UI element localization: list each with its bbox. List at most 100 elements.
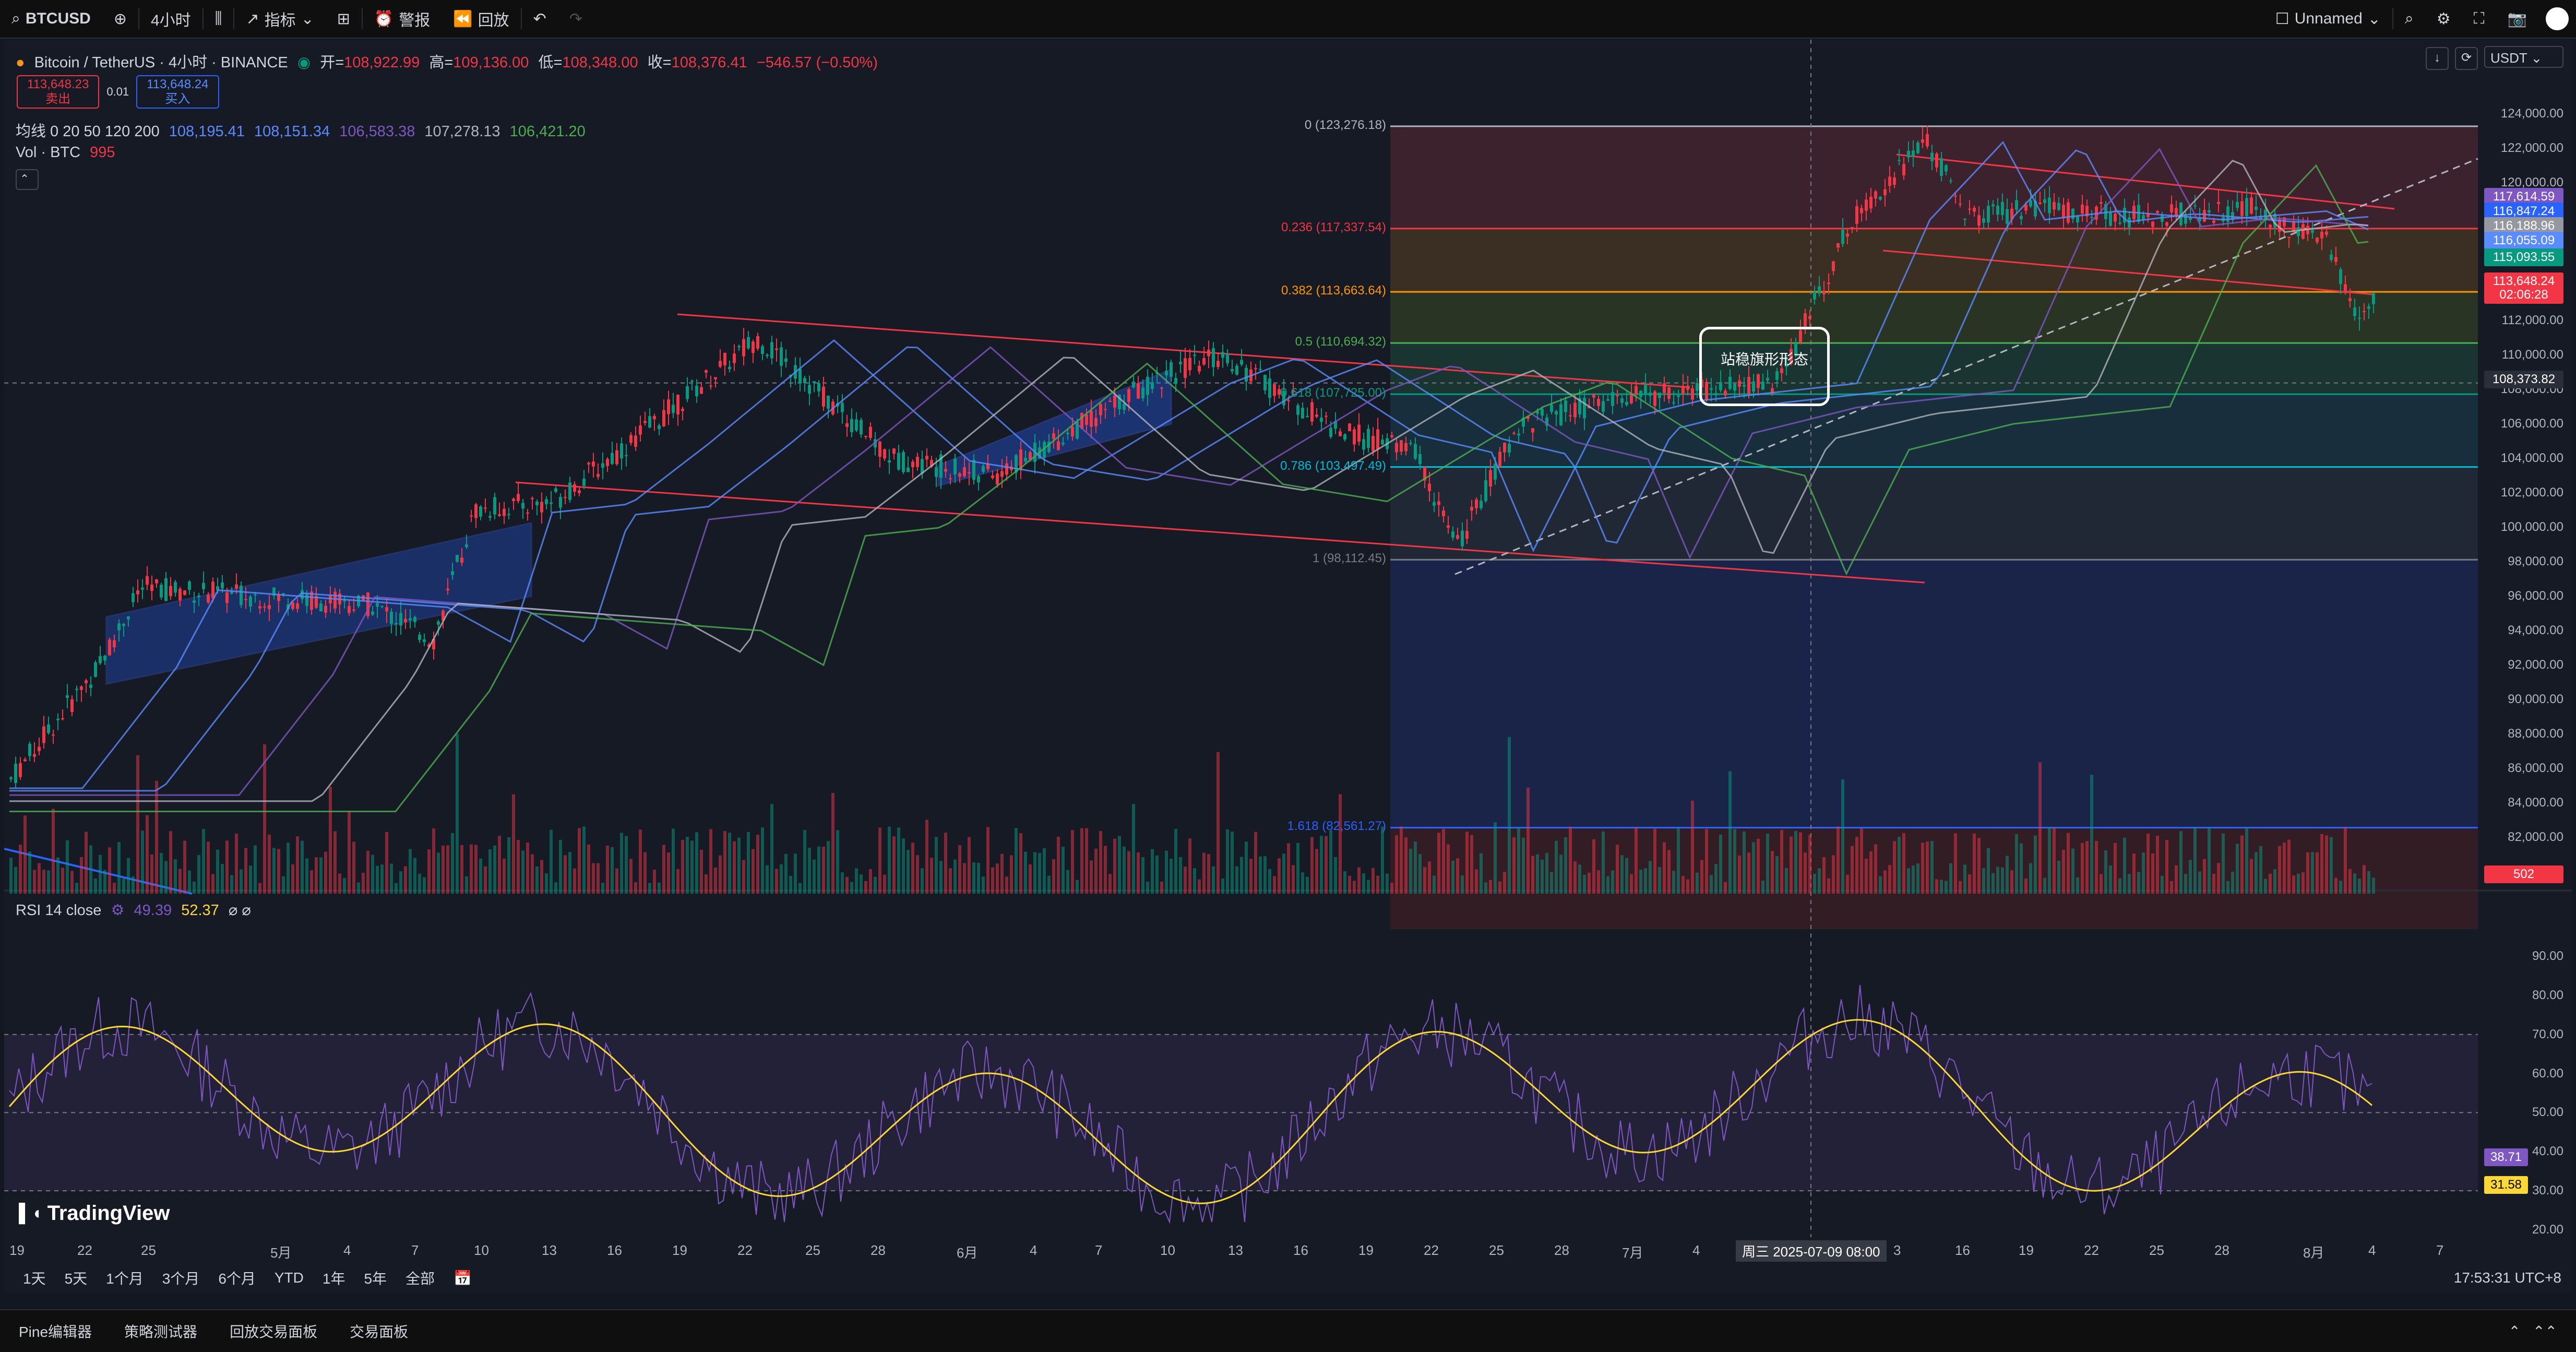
range-button[interactable]: 5年 <box>364 1271 387 1287</box>
range-button[interactable]: 1个月 <box>106 1271 144 1287</box>
scale-down-button[interactable]: ↓ <box>2426 47 2449 70</box>
candle-body <box>1630 394 1633 404</box>
candle-body <box>1367 429 1370 448</box>
calendar-icon[interactable]: 📅 <box>454 1270 472 1286</box>
collapse-panel-icon[interactable]: ⌃ <box>2508 1323 2521 1339</box>
volume-bar <box>798 883 802 894</box>
candle-body <box>1935 153 1938 168</box>
tab-replay-trading[interactable]: 回放交易面板 <box>230 1324 318 1340</box>
candle-body <box>1592 394 1595 398</box>
volume-bar <box>2353 873 2356 894</box>
moving-average-line <box>9 160 2369 802</box>
brand-name: TradingView <box>47 1202 170 1225</box>
candle-body <box>1945 165 1948 172</box>
volume-bar <box>1794 831 1797 894</box>
scale-settings-button[interactable]: ⟳ <box>2455 47 2478 70</box>
volume-bar <box>2184 874 2187 894</box>
candle-body <box>178 588 182 601</box>
redo-button[interactable]: ↷ <box>558 0 594 38</box>
alert-button[interactable]: ⏰ 警报 <box>363 0 442 38</box>
maximize-panel-icon[interactable]: ⌃⌃ <box>2533 1323 2557 1339</box>
candle-body <box>413 617 416 622</box>
volume-bar <box>1254 832 1257 894</box>
candle-body <box>1207 349 1210 357</box>
indicators-button[interactable]: ↗ 指标 ⌄ <box>234 0 325 38</box>
moving-average-line <box>9 164 2369 812</box>
candle-body <box>146 576 149 585</box>
layout-button[interactable]: ☐ Unnamed ⌄ <box>2264 0 2392 38</box>
compare-button[interactable]: ⊕ <box>102 0 138 38</box>
volume-bar <box>150 854 153 894</box>
range-button[interactable]: 全部 <box>406 1271 435 1287</box>
range-button[interactable]: 3个月 <box>162 1271 200 1287</box>
fullscreen-button[interactable]: ⛶ <box>2462 0 2496 38</box>
chart-type-button[interactable]: ⫼ <box>204 0 234 38</box>
candle-body <box>1376 429 1379 449</box>
range-button[interactable]: YTD <box>274 1270 304 1286</box>
volume-bar <box>1663 842 1666 894</box>
tab-pine-editor[interactable]: Pine编辑器 <box>19 1324 92 1340</box>
volume-bar <box>1038 853 1041 894</box>
range-button[interactable]: 5天 <box>64 1271 88 1287</box>
volume-bar <box>1390 883 1393 894</box>
candle-body <box>878 441 881 457</box>
low-value: 108,348.00 <box>562 54 638 71</box>
replay-button[interactable]: ⏪ 回放 <box>442 0 520 38</box>
fib-zone <box>1390 126 2478 229</box>
symbol-search[interactable]: ⌕ BTCUSD <box>0 0 102 38</box>
volume-bar <box>1386 873 1389 894</box>
time-axis[interactable]: 19 22 25 5月 4 7 10 13 16 19 22 25 28 6月 4 7 10 13 16 19 22 25… <box>4 1237 2572 1263</box>
currency-select[interactable]: USDT ⌄ <box>2484 46 2563 68</box>
quick-search-button[interactable]: ⌕ <box>2393 0 2425 38</box>
sell-button[interactable]: 113,648.23 卖出 <box>17 75 100 109</box>
snapshot-button[interactable]: 📷 <box>2496 0 2538 38</box>
volume-bar <box>1555 840 1558 894</box>
volume-bar <box>813 859 816 894</box>
volume-bar <box>1705 829 1708 894</box>
range-button[interactable]: 6个月 <box>218 1271 256 1287</box>
volume-bar <box>1883 870 1887 894</box>
buy-button[interactable]: 113,648.24 买入 <box>136 75 219 109</box>
candle-body <box>1597 399 1600 406</box>
candle-body <box>1677 395 1680 397</box>
candle-body <box>1541 409 1544 416</box>
candle-body <box>1851 227 1854 228</box>
time-axis-label: 25 <box>805 1242 820 1258</box>
templates-button[interactable]: ⊞ <box>326 0 362 38</box>
interval-button[interactable]: 4小时 <box>150 12 191 29</box>
tab-strategy-tester[interactable]: 策略测试器 <box>124 1324 198 1340</box>
rsi-legend[interactable]: RSI 14 close ⚙ 49.39 52.37 ⌀ ⌀ <box>16 901 256 919</box>
volume-bar <box>1630 874 1633 894</box>
range-button[interactable]: 1年 <box>322 1271 345 1287</box>
candle-body <box>1790 349 1793 364</box>
volume-bar <box>1517 827 1520 894</box>
volume-bar <box>1423 867 1426 894</box>
volume-bar <box>277 849 280 894</box>
tradingview-logo[interactable]: ▌◖ TradingView <box>19 1202 170 1225</box>
clock-label[interactable]: 17:53:31 UTC+8 <box>2453 1270 2561 1286</box>
volume-bar <box>1146 881 1149 894</box>
candle-body <box>1728 376 1732 389</box>
ma-legend[interactable]: 均线 0 20 50 120 200 108,195.41 108,151.34… <box>16 119 591 141</box>
volume-bar <box>1151 849 1154 894</box>
volume-bar <box>2320 834 2323 894</box>
undo-button[interactable]: ↶ <box>522 0 558 38</box>
volume-bar <box>1827 878 1830 894</box>
candle-body <box>348 606 351 613</box>
avatar[interactable] <box>2546 7 2569 30</box>
volume-legend[interactable]: Vol · BTC 995 <box>16 144 121 161</box>
range-button[interactable]: 1天 <box>23 1271 46 1287</box>
settings-button[interactable]: ⚙ <box>2425 0 2462 38</box>
candle-body <box>2156 211 2159 213</box>
collapse-legend-button[interactable]: ⌃ <box>16 169 39 190</box>
candle-body <box>2330 254 2333 260</box>
volume-bar <box>817 846 820 894</box>
volume-bar <box>986 827 989 894</box>
candle-body <box>23 759 27 762</box>
flag-pattern-annotation[interactable]: 站稳旗形形态 <box>1699 327 1830 406</box>
chart-canvas[interactable] <box>4 40 2572 1294</box>
volume-bar <box>996 863 999 894</box>
chart-pane[interactable]: ● Bitcoin / TetherUS · 4小时 · BINANCE ◉ 开… <box>4 40 2572 1294</box>
candle-body <box>860 420 863 435</box>
tab-trading-panel[interactable]: 交易面板 <box>350 1324 409 1340</box>
